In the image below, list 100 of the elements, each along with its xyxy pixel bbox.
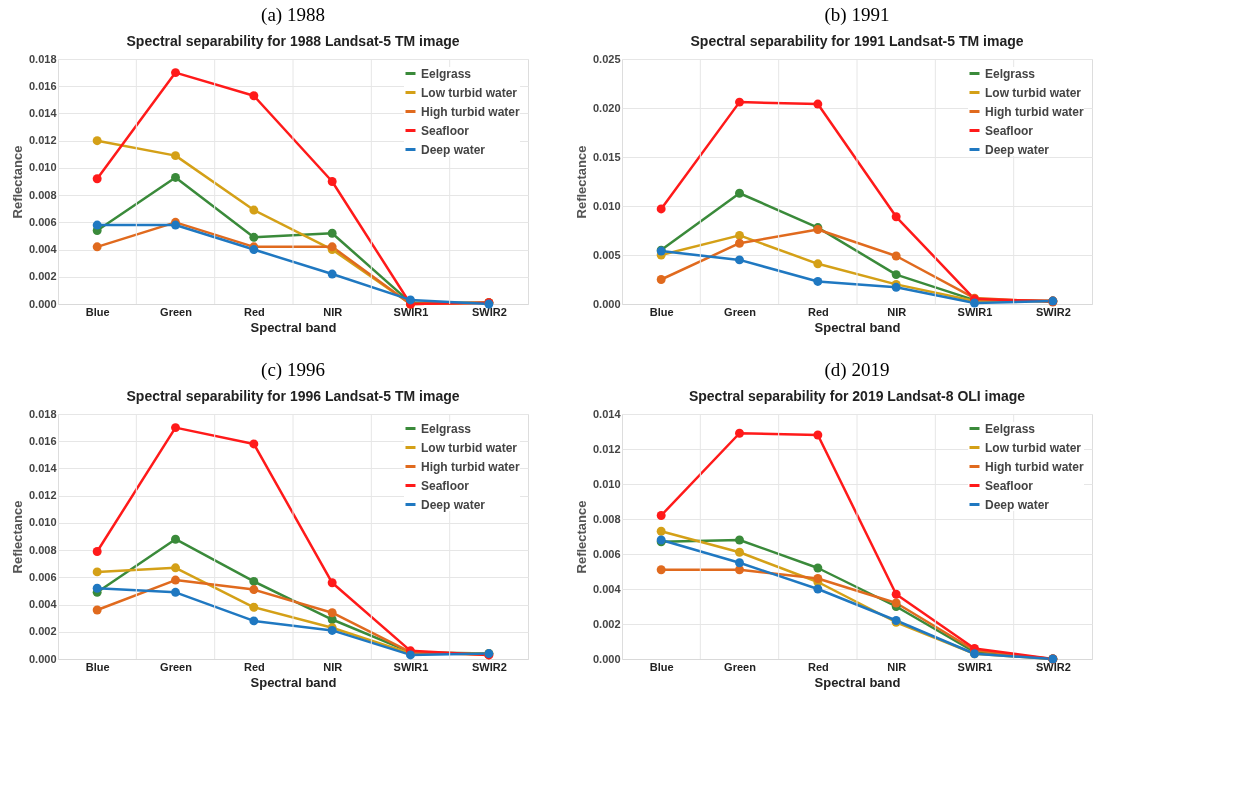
x-tick-label: SWIR1 bbox=[393, 305, 429, 318]
x-tick-label: Green bbox=[724, 305, 757, 318]
legend-label: Eelgrass bbox=[985, 421, 1036, 436]
x-tick-label: Green bbox=[160, 305, 193, 318]
legend-label: High turbid water bbox=[421, 104, 520, 119]
point bbox=[249, 616, 259, 626]
x-tick-label: Green bbox=[160, 660, 193, 673]
point bbox=[249, 576, 259, 586]
x-tick-label: Blue bbox=[85, 305, 110, 318]
point bbox=[735, 535, 744, 545]
chart-title: (c) 1996 bbox=[261, 359, 325, 381]
point bbox=[327, 578, 337, 588]
point bbox=[891, 270, 901, 280]
y-tick-label: 0.000 bbox=[28, 297, 57, 310]
legend-label: Seafloor bbox=[421, 478, 470, 493]
point bbox=[656, 275, 666, 284]
legend-label: Deep water bbox=[421, 142, 486, 157]
x-tick-label: SWIR2 bbox=[1035, 305, 1071, 318]
y-tick-label: 0.012 bbox=[592, 442, 621, 455]
x-tick-label: SWIR2 bbox=[471, 660, 507, 673]
legend-label: Deep water bbox=[985, 497, 1050, 512]
point bbox=[92, 174, 102, 184]
point bbox=[735, 547, 744, 557]
point bbox=[891, 251, 901, 261]
y-tick-label: 0.012 bbox=[28, 489, 57, 502]
x-tick-label: SWIR1 bbox=[393, 660, 429, 673]
point bbox=[171, 587, 180, 597]
point bbox=[249, 232, 259, 242]
x-tick-label: SWIR2 bbox=[471, 305, 507, 318]
legend-label: Low turbid water bbox=[421, 440, 518, 455]
point bbox=[656, 511, 666, 520]
point bbox=[171, 563, 180, 573]
x-axis-title: Spectral band bbox=[250, 674, 337, 690]
point bbox=[656, 526, 666, 536]
legend-label: High turbid water bbox=[985, 459, 1084, 474]
y-tick-label: 0.018 bbox=[28, 407, 57, 420]
legend-label: Eelgrass bbox=[985, 66, 1036, 81]
point bbox=[327, 608, 337, 618]
y-tick-label: 0.016 bbox=[28, 434, 57, 447]
point bbox=[249, 585, 259, 595]
point bbox=[92, 220, 102, 230]
point bbox=[735, 238, 744, 248]
y-tick-label: 0.004 bbox=[28, 243, 58, 256]
y-tick-label: 0.014 bbox=[28, 461, 58, 474]
y-tick-label: 0.000 bbox=[592, 652, 621, 665]
legend-label: Low turbid water bbox=[985, 85, 1082, 100]
y-tick-label: 0.008 bbox=[592, 512, 621, 525]
point bbox=[327, 228, 337, 238]
point bbox=[656, 565, 666, 575]
y-tick-label: 0.010 bbox=[28, 516, 57, 529]
y-tick-label: 0.000 bbox=[592, 297, 621, 310]
x-tick-label: SWIR1 bbox=[957, 305, 993, 318]
x-tick-label: NIR bbox=[887, 305, 907, 318]
point bbox=[92, 242, 102, 252]
x-tick-label: Red bbox=[807, 660, 829, 673]
point bbox=[813, 430, 823, 440]
y-tick-label: 0.004 bbox=[592, 582, 622, 595]
x-tick-label: Green bbox=[724, 660, 757, 673]
x-tick-label: NIR bbox=[323, 305, 343, 318]
y-tick-label: 0.006 bbox=[28, 215, 57, 228]
y-tick-label: 0.008 bbox=[28, 188, 57, 201]
y-tick-label: 0.025 bbox=[592, 52, 621, 65]
point bbox=[171, 68, 180, 78]
point bbox=[735, 97, 744, 107]
x-tick-label: Blue bbox=[649, 305, 674, 318]
point bbox=[813, 584, 823, 594]
y-tick-label: 0.015 bbox=[592, 150, 621, 163]
point bbox=[813, 99, 823, 109]
legend-label: Eelgrass bbox=[421, 66, 472, 81]
point bbox=[735, 558, 744, 568]
point bbox=[171, 151, 180, 161]
x-tick-label: Blue bbox=[649, 660, 674, 673]
x-tick-label: NIR bbox=[887, 660, 907, 673]
y-tick-label: 0.010 bbox=[592, 477, 621, 490]
point bbox=[249, 602, 259, 612]
x-tick-label: Red bbox=[807, 305, 829, 318]
y-tick-label: 0.018 bbox=[28, 52, 57, 65]
y-tick-label: 0.014 bbox=[28, 106, 58, 119]
x-axis-title: Spectral band bbox=[814, 319, 901, 335]
point bbox=[171, 534, 180, 544]
x-tick-label: SWIR2 bbox=[1035, 660, 1071, 673]
point bbox=[92, 136, 102, 146]
legend-label: High turbid water bbox=[421, 459, 520, 474]
y-tick-label: 0.012 bbox=[28, 134, 57, 147]
point bbox=[813, 259, 823, 269]
legend-label: Low turbid water bbox=[985, 440, 1082, 455]
point bbox=[92, 605, 102, 615]
y-tick-label: 0.008 bbox=[28, 543, 57, 556]
chart-title: (b) 1991 bbox=[824, 4, 890, 26]
y-axis-title: Reflectance bbox=[573, 145, 589, 219]
point bbox=[92, 583, 102, 593]
legend-label: Deep water bbox=[985, 142, 1050, 157]
point bbox=[735, 188, 744, 198]
point bbox=[249, 205, 259, 215]
chart-subtitle: Spectral separability for 1996 Landsat-5 TM image bbox=[126, 388, 460, 404]
x-tick-label: Red bbox=[243, 660, 265, 673]
y-tick-label: 0.005 bbox=[592, 248, 621, 261]
legend-label: Seafloor bbox=[985, 478, 1034, 493]
y-tick-label: 0.014 bbox=[592, 407, 622, 420]
point bbox=[171, 423, 180, 433]
